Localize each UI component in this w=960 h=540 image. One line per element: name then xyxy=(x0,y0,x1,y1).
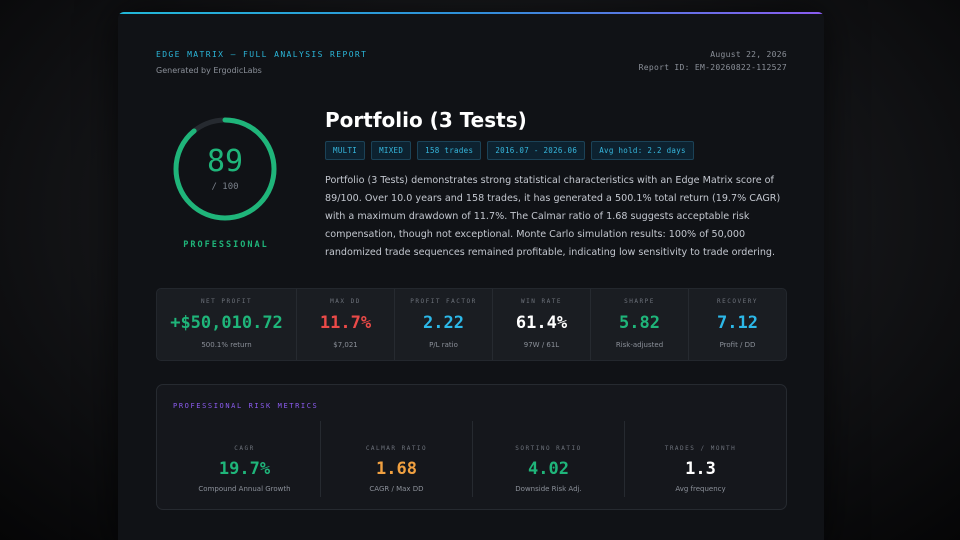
risk-cagr: CAGR 19.7% Compound Annual Growth xyxy=(169,421,321,497)
report-title: EDGE MATRIX — FULL ANALYSIS REPORT xyxy=(156,50,368,59)
kpi-sub: P/L ratio xyxy=(429,341,458,349)
risk-label: SORTINO RATIO xyxy=(515,445,582,452)
risk-value: 1.3 xyxy=(685,459,716,479)
generated-by: Generated by ErgodicLabs xyxy=(156,66,262,75)
kpi-value: 7.12 xyxy=(717,313,758,333)
risk-trades-month: TRADES / MONTH 1.3 Avg frequency xyxy=(625,421,776,497)
kpi-profit-factor: PROFIT FACTOR 2.22 P/L ratio xyxy=(395,289,493,360)
risk-sub: CAGR / Max DD xyxy=(369,485,424,493)
kpi-value: 5.82 xyxy=(619,313,660,333)
kpi-bar: NET PROFIT +$50,010.72 500.1% return MAX… xyxy=(156,288,787,361)
score-ring xyxy=(173,117,277,221)
report-card: EDGE MATRIX — FULL ANALYSIS REPORT Gener… xyxy=(118,12,824,540)
risk-sub: Downside Risk Adj. xyxy=(515,485,582,493)
kpi-label: SHARPE xyxy=(624,298,655,305)
kpi-sub: 500.1% return xyxy=(201,341,252,349)
kpi-sharpe: SHARPE 5.82 Risk-adjusted xyxy=(591,289,689,360)
kpi-recovery: RECOVERY 7.12 Profit / DD xyxy=(689,289,786,360)
score-max: / 100 xyxy=(211,182,239,192)
kpi-sub: $7,021 xyxy=(333,341,358,349)
kpi-net-profit: NET PROFIT +$50,010.72 500.1% return xyxy=(157,289,297,360)
risk-value: 4.02 xyxy=(528,459,569,479)
tag-direction: MIXED xyxy=(371,141,412,160)
risk-sub: Compound Annual Growth xyxy=(198,485,291,493)
kpi-value: +$50,010.72 xyxy=(170,313,283,333)
accent-bar xyxy=(118,12,824,14)
tag-type: MULTI xyxy=(325,141,366,160)
risk-metrics-row: CAGR 19.7% Compound Annual Growth CALMAR… xyxy=(169,421,776,497)
risk-label: CAGR xyxy=(234,445,255,452)
summary-text: Portfolio (3 Tests) demonstrates strong … xyxy=(325,175,781,258)
tag-period: 2016.07 - 2026.06 xyxy=(487,141,586,160)
kpi-label: WIN RATE xyxy=(521,298,562,305)
risk-metrics-title: PROFESSIONAL RISK METRICS xyxy=(173,402,319,410)
risk-metrics-panel: PROFESSIONAL RISK METRICS CAGR 19.7% Com… xyxy=(156,384,787,510)
score-gauge: 89 / 100 xyxy=(172,116,278,222)
tag-trades: 158 trades xyxy=(417,141,482,160)
risk-label: TRADES / MONTH xyxy=(664,445,737,452)
risk-label: CALMAR RATIO xyxy=(365,445,428,452)
portfolio-title: Portfolio (3 Tests) xyxy=(325,108,527,132)
risk-calmar: CALMAR RATIO 1.68 CAGR / Max DD xyxy=(321,421,473,497)
risk-sub: Avg frequency xyxy=(675,485,726,493)
score-grade: PROFESSIONAL xyxy=(183,240,269,250)
kpi-value: 11.7% xyxy=(319,313,372,333)
score-value: 89 xyxy=(206,144,244,179)
kpi-sub: Risk-adjusted xyxy=(615,341,664,349)
kpi-max-dd: MAX DD 11.7% $7,021 xyxy=(297,289,395,360)
risk-value: 19.7% xyxy=(218,459,271,479)
tag-avg-hold: Avg hold: 2.2 days xyxy=(591,141,694,160)
kpi-sub: 97W / 61L xyxy=(523,341,560,349)
risk-sortino: SORTINO RATIO 4.02 Downside Risk Adj. xyxy=(473,421,625,497)
report-date: August 22, 2026 xyxy=(710,50,787,59)
kpi-label: PROFIT FACTOR xyxy=(410,298,477,305)
kpi-sub: Profit / DD xyxy=(719,341,756,349)
report-id: Report ID: EM-20260822-112527 xyxy=(638,63,787,72)
kpi-label: NET PROFIT xyxy=(200,298,253,305)
kpi-value: 61.4% xyxy=(515,313,568,333)
kpi-value: 2.22 xyxy=(423,313,464,333)
kpi-label: RECOVERY xyxy=(717,298,758,305)
kpi-win-rate: WIN RATE 61.4% 97W / 61L xyxy=(493,289,591,360)
tag-list: MULTI MIXED 158 trades 2016.07 - 2026.06… xyxy=(325,141,694,160)
score-ring-progress xyxy=(173,117,277,221)
risk-value: 1.68 xyxy=(376,459,417,479)
kpi-label: MAX DD xyxy=(330,298,361,305)
